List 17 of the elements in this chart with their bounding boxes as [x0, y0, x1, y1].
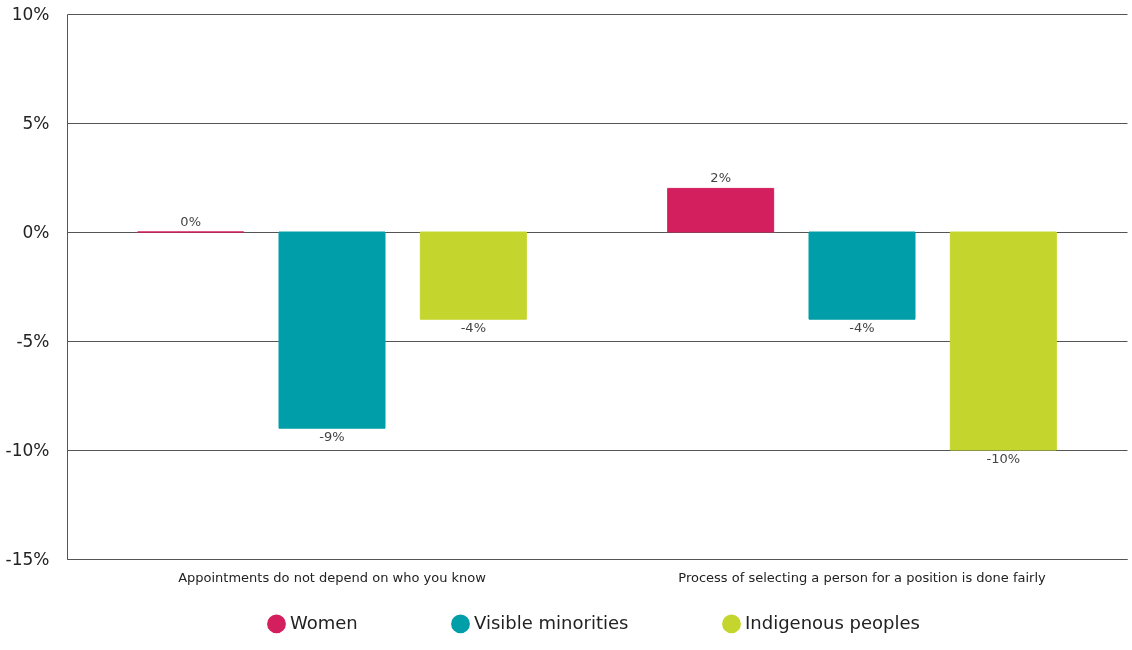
y-tick-label: 10% [11, 3, 50, 24]
data-label: -9% [319, 429, 345, 445]
x-tick-label: Process of selecting a person for a position is done fairly [678, 569, 1046, 585]
y-tick-label: 0% [22, 221, 50, 242]
y-tick-label: -5% [16, 330, 50, 351]
y-tick-label: 5% [22, 112, 50, 133]
y-tick-label: -15% [5, 548, 50, 569]
data-label: -10% [986, 451, 1021, 466]
legend-label: Indigenous peoples [745, 611, 920, 633]
data-label: 2% [710, 170, 731, 186]
data-label: -4% [460, 320, 486, 336]
legend-label: Visible minorities [474, 611, 629, 633]
data-label: 0% [180, 214, 201, 229]
y-tick-label: -10% [5, 439, 50, 460]
legend-label: Women [290, 611, 358, 633]
x-tick-label: Appointments do not depend on who you know [178, 569, 487, 585]
data-label: -4% [849, 320, 875, 336]
